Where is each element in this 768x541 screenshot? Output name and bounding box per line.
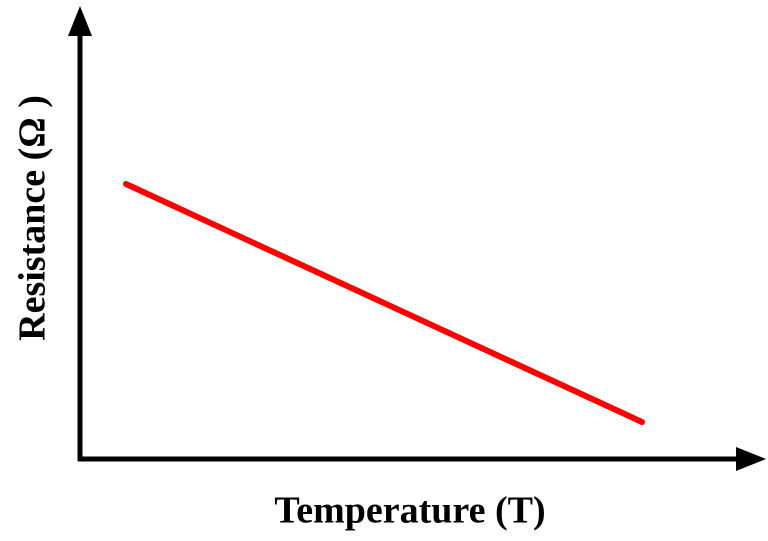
y-axis-arrow bbox=[68, 6, 92, 36]
x-axis-label: Temperature (T) bbox=[274, 490, 545, 532]
y-axis-label: Resistance (Ω ) bbox=[12, 95, 54, 341]
x-axis-arrow bbox=[736, 447, 766, 471]
trend-line bbox=[123, 181, 645, 425]
